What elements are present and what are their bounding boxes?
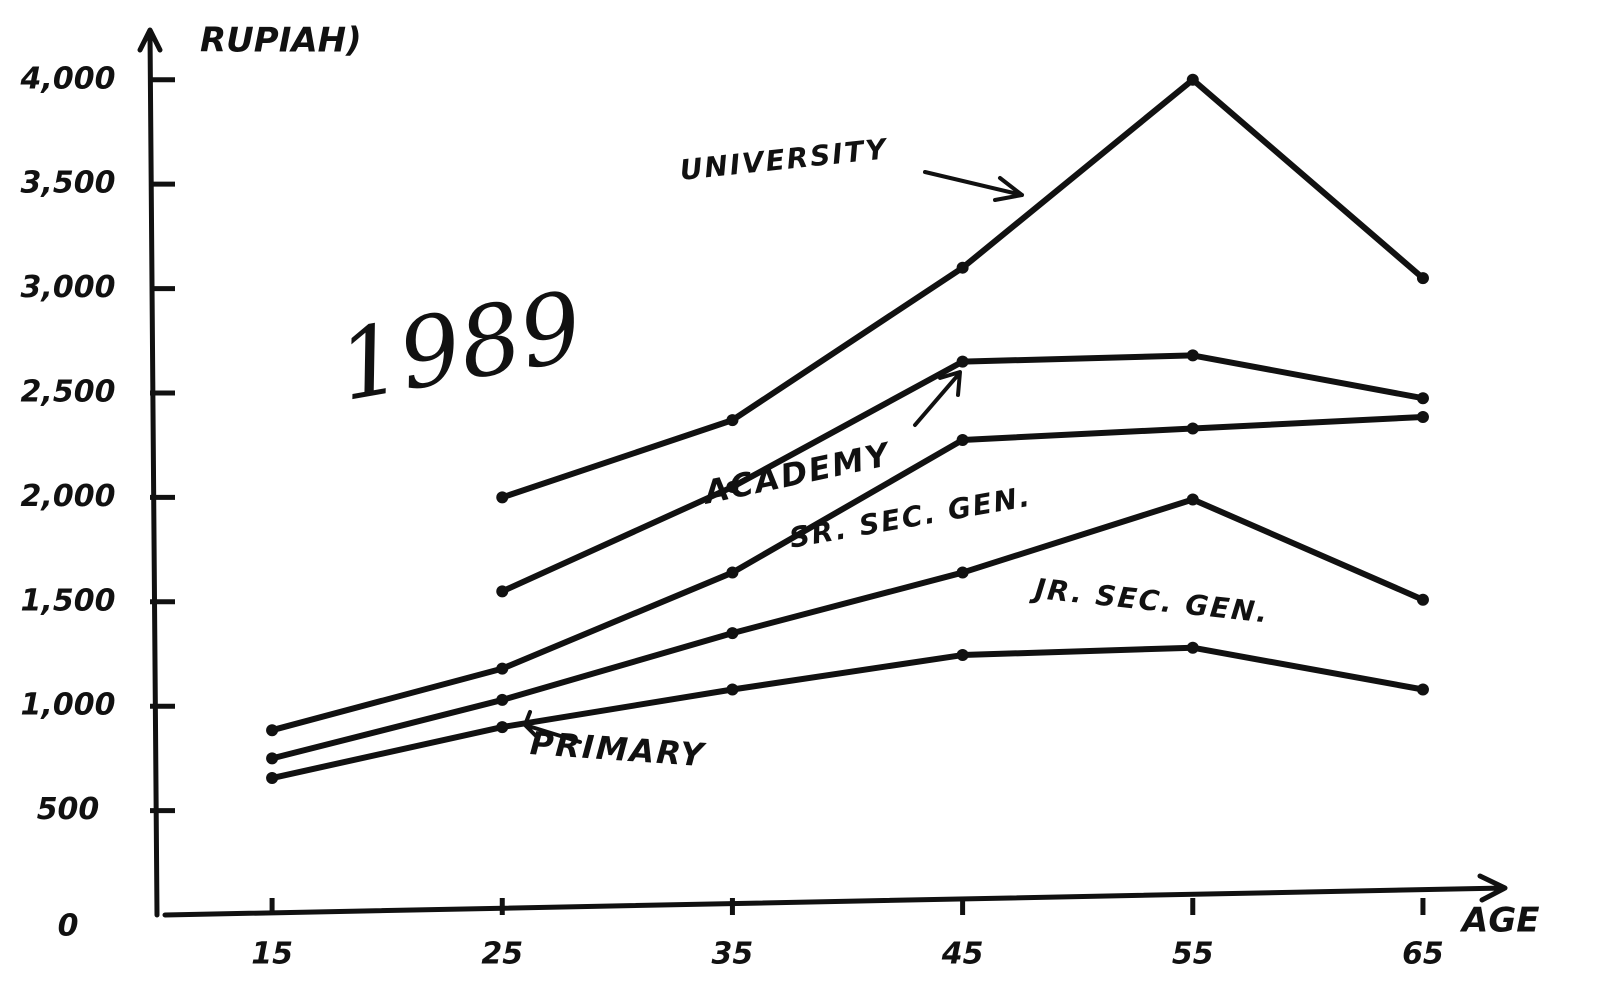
- data-point: [496, 491, 509, 504]
- data-point: [726, 627, 739, 640]
- data-point: [496, 721, 509, 734]
- y-axis: [137, 27, 163, 918]
- y-tick-label: 2,500: [21, 374, 116, 409]
- data-point: [1186, 422, 1199, 435]
- series-line: [269, 413, 1426, 734]
- data-point: [1186, 349, 1199, 362]
- data-point: [956, 261, 969, 274]
- data-point: [1416, 410, 1429, 423]
- y-tick-label: 2,000: [21, 479, 116, 514]
- data-point: [1186, 73, 1199, 86]
- data-point: [266, 752, 279, 765]
- series-label: JR. SEC. GEN.: [1028, 572, 1270, 630]
- y-tick-label: 0: [58, 909, 79, 944]
- data-point: [496, 662, 509, 675]
- data-point: [726, 414, 739, 427]
- data-point: [956, 566, 969, 579]
- data-point: [956, 433, 969, 446]
- y-tick-label: 3,500: [21, 166, 116, 201]
- data-point: [266, 724, 279, 737]
- x-tick-label: 15: [251, 937, 293, 972]
- data-point: [1416, 392, 1429, 405]
- data-point: [1416, 593, 1429, 606]
- annotation-arrow: [923, 170, 1024, 202]
- data-point: [726, 566, 739, 579]
- x-axis-label: AGE: [1459, 901, 1539, 941]
- y-axis-label: RUPIAH): [200, 21, 362, 61]
- series-line: [269, 644, 1426, 782]
- y-tick-label: 500: [37, 792, 100, 827]
- data-point: [726, 683, 739, 696]
- series-label: UNIVERSITY: [678, 132, 890, 187]
- year-annotation: 1989: [330, 270, 590, 423]
- data-point: [1186, 641, 1199, 654]
- annotation-arrow: [913, 370, 962, 427]
- y-tick-label: 1,000: [21, 688, 116, 723]
- data-point: [496, 585, 509, 598]
- x-tick-label: 35: [712, 937, 754, 972]
- x-tick-label: 65: [1402, 937, 1444, 972]
- x-tick-label: 45: [941, 937, 984, 972]
- data-point: [956, 355, 969, 368]
- series-label: PRIMARY: [529, 724, 708, 774]
- data-point: [1416, 683, 1429, 696]
- y-tick-label: 1,500: [21, 583, 116, 618]
- series-label: ACADEMY: [698, 435, 895, 512]
- x-axis: [162, 873, 1508, 918]
- data-point: [1186, 493, 1199, 506]
- y-tick-label: 4,000: [20, 61, 116, 96]
- data-point: [956, 649, 969, 662]
- data-point: [496, 693, 509, 706]
- series-line: [499, 352, 1426, 595]
- data-point: [726, 480, 739, 493]
- data-point: [266, 772, 279, 785]
- series-line: [269, 496, 1426, 762]
- x-tick-label: 25: [481, 937, 523, 972]
- y-tick-label: 3,000: [21, 270, 116, 305]
- data-point: [1416, 272, 1429, 285]
- x-tick-label: 55: [1172, 937, 1214, 972]
